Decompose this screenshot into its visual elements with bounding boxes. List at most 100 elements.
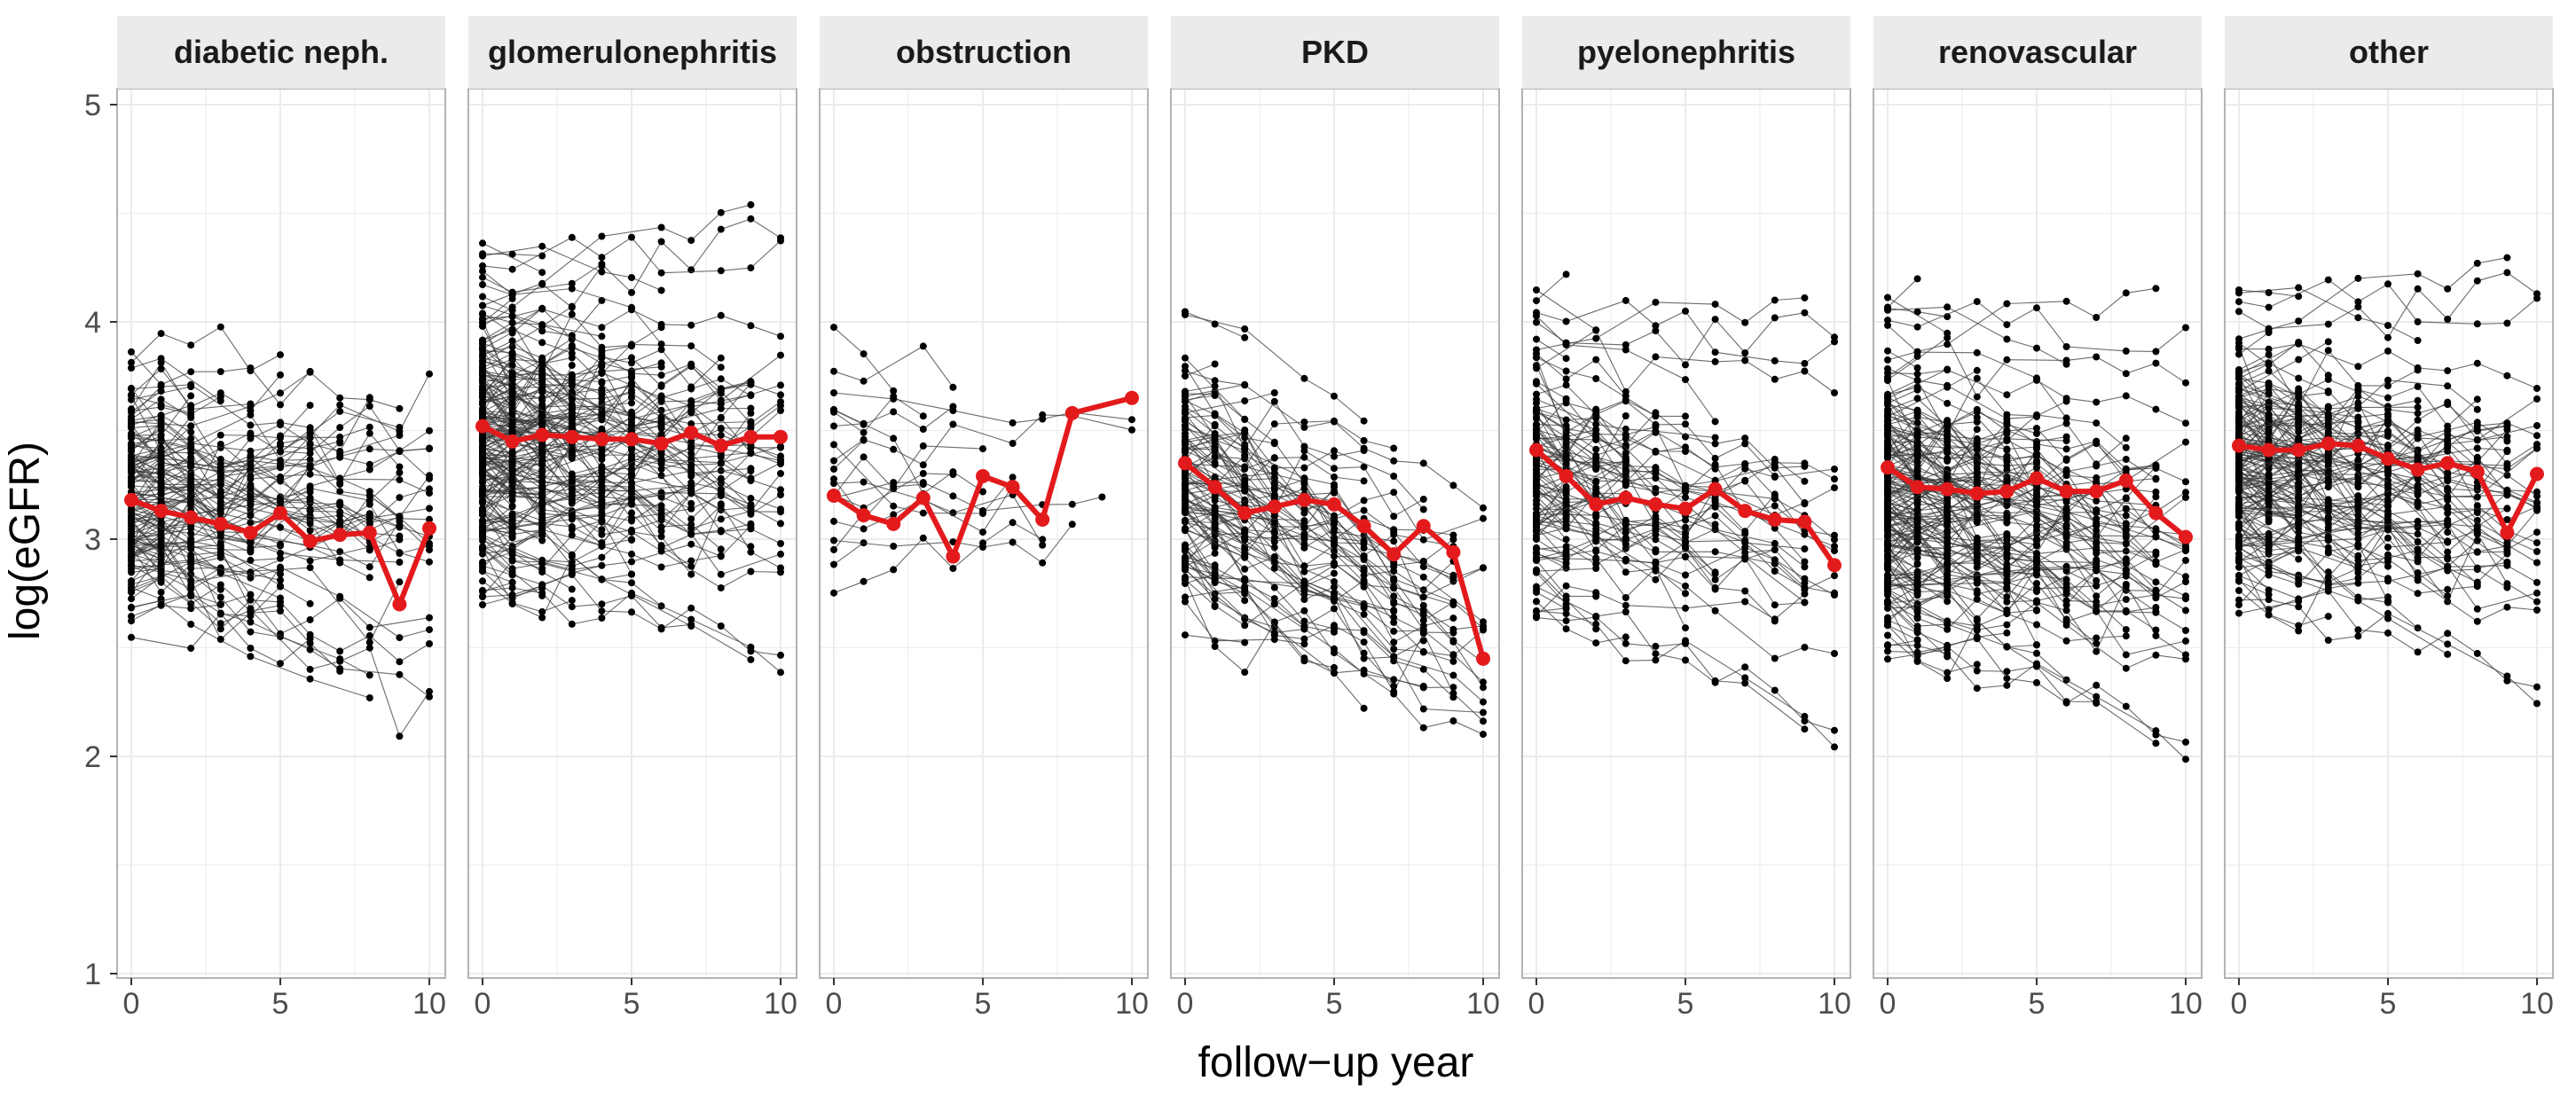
patient-line [1887, 389, 1918, 404]
patient-point [1331, 452, 1338, 460]
patient-point [1913, 498, 1921, 506]
patient-point [2122, 434, 2130, 442]
patient-point [1300, 423, 1308, 431]
patient-point [747, 655, 755, 663]
facet-title: PKD [1301, 34, 1369, 70]
patient-line [482, 444, 514, 504]
patient-point [508, 551, 516, 559]
patient-point [1270, 397, 1278, 405]
patient-point [1182, 433, 1189, 441]
patient-point [1592, 614, 1600, 621]
patient-line [1184, 449, 1276, 532]
patient-point [1480, 708, 1487, 716]
mean-point [1559, 469, 1574, 483]
patient-point [336, 520, 344, 528]
patient-point [747, 507, 755, 515]
mean-point [302, 534, 318, 549]
patient-point [187, 493, 195, 501]
patient-point [1682, 533, 1689, 541]
patient-point [538, 377, 546, 385]
patient-point [2093, 462, 2101, 470]
patient-point [1211, 411, 1219, 419]
patient-point [1682, 639, 1689, 647]
patient-line [1887, 465, 2067, 497]
patient-point [1270, 630, 1278, 638]
patient-point [1652, 513, 1660, 521]
patient-point [1562, 610, 1570, 618]
patient-point [2093, 540, 2101, 548]
mean-point [856, 508, 871, 523]
patient-point [1390, 583, 1398, 591]
patient-point [1270, 583, 1278, 591]
patient-line [1887, 546, 1919, 582]
patient-point [2003, 593, 2011, 601]
patient-line [1887, 404, 1977, 426]
mean-point [1708, 481, 1723, 497]
patient-point [508, 384, 516, 391]
patient-point [2003, 675, 2011, 683]
patient-point [479, 374, 486, 382]
patient-point [568, 285, 576, 293]
patient-point [2122, 596, 2130, 603]
patient-point [1360, 654, 1368, 662]
patient-point [277, 523, 284, 531]
patient-point [1241, 380, 1249, 388]
patient-point [2122, 347, 2130, 355]
patient-point [508, 361, 516, 369]
patient-point [598, 232, 606, 240]
patient-point [187, 483, 195, 490]
patient-line [1184, 511, 1215, 516]
patient-point [1831, 536, 1838, 544]
patient-point [1300, 617, 1308, 625]
patient-point [657, 515, 665, 523]
patient-point [1211, 561, 1219, 569]
patient-point [336, 500, 344, 508]
patient-point [717, 570, 725, 578]
patient-point [247, 596, 255, 604]
patient-point [1533, 481, 1540, 489]
patient-point [568, 526, 576, 534]
patient-point [336, 665, 344, 673]
patient-line [1184, 391, 1215, 403]
patient-point [479, 273, 486, 281]
patient-point [747, 548, 755, 556]
patient-point [2182, 478, 2189, 486]
patient-point [1270, 438, 1278, 446]
patient-point [628, 536, 635, 544]
patient-point [1419, 505, 1427, 513]
patient-point [1741, 538, 1749, 546]
patient-point [1771, 314, 1779, 322]
patient-point [187, 368, 195, 376]
patient-point [1944, 466, 1952, 474]
patient-point [187, 529, 195, 537]
patient-point [1562, 483, 1570, 490]
patient-point [187, 645, 195, 653]
patient-point [1913, 458, 1921, 466]
patient-point [1944, 457, 1952, 465]
patient-point [157, 330, 165, 338]
patient-point [1562, 381, 1570, 389]
patient-point [1480, 684, 1487, 692]
patient-line [130, 429, 400, 479]
patient-point [1390, 676, 1398, 684]
mean-point [1529, 442, 1543, 458]
patient-point [508, 458, 516, 466]
patient-point [1331, 569, 1338, 577]
patient-point [628, 342, 635, 350]
patient-point [830, 441, 837, 449]
patient-point [128, 447, 135, 455]
patient-point [479, 451, 486, 459]
patient-point [628, 399, 635, 407]
patient-point [1480, 618, 1487, 626]
patient-point [1533, 390, 1540, 398]
patient-point [247, 628, 255, 636]
patient-point [657, 223, 665, 231]
patient-point [306, 464, 314, 472]
patient-point [657, 269, 665, 277]
patient-point [1182, 508, 1189, 516]
patient-line [1535, 456, 1835, 505]
patient-point [1039, 541, 1047, 549]
patient-point [1211, 492, 1219, 500]
mean-trend [1529, 442, 1842, 573]
patient-point [508, 521, 516, 529]
